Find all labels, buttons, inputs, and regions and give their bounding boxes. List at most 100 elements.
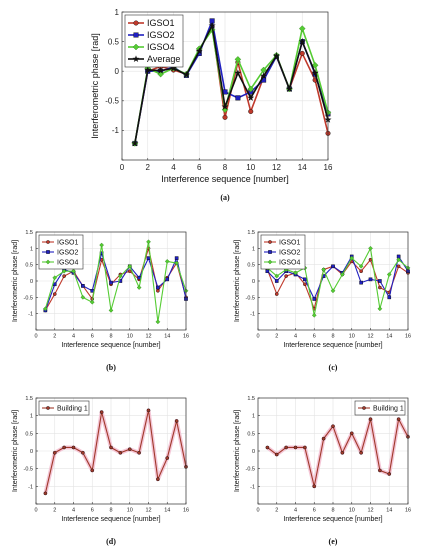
chart-4-xtick-label-0: 0 [34, 508, 37, 514]
chart-3-ytick-label-2: -0.5 [246, 295, 255, 301]
chart-4: 0 2 4 6 8 10 12 14 16 -1 -0.5 0 0.5 1 1.5 Interference … [12, 396, 189, 546]
chart-3-series-2-line [266, 255, 409, 300]
chart-5-series-1-point-1 [265, 445, 270, 450]
chart-3-xtick-label-2: 4 [294, 334, 297, 340]
chart-5-series-1-point-9 [340, 450, 345, 455]
chart-3-xlabel: Interference sequence [number] [283, 342, 382, 349]
chart-3-xtick-label-7: 14 [386, 334, 392, 340]
chart-3-ytick-label-6: 1.5 [247, 230, 255, 236]
chart-2-legend-label-2: IGSO2 [57, 249, 79, 256]
chart-2-panel-label: (b) [106, 363, 116, 372]
chart-2-series-2-point-11 [137, 275, 141, 280]
chart-2-legend-marker-2 [46, 250, 50, 254]
chart-3-series-3-point-9 [340, 272, 345, 277]
chart-5-series-1-point-13 [378, 468, 382, 473]
chart-5-series-1-point-10 [349, 431, 354, 436]
chart-1-series-1-point-8 [222, 114, 228, 120]
chart-4-legend-marker-1 [46, 406, 50, 410]
chart-4-ytick-label-6: 1.5 [25, 396, 33, 402]
chart-3-series-2-point-6 [312, 297, 317, 301]
chart-3-legend-label-2: IGSO2 [279, 249, 301, 256]
chart-2-xtick-label-7: 14 [164, 334, 170, 340]
chart-2-xtick-label-3: 6 [91, 334, 94, 340]
chart-4-xtick-label-5: 10 [127, 508, 133, 514]
chart-1-ytick-label-1: -1 [112, 126, 120, 135]
chart-1-series-4-point-14 [298, 37, 306, 45]
chart-5-series-1-point-8 [331, 424, 335, 429]
chart-2-series-3-point-6 [89, 299, 95, 305]
chart-1-series-4-point-12 [273, 52, 280, 59]
chart-4-series-1-point-3 [62, 445, 66, 450]
chart-1-ytick-label-3: 0 [115, 67, 120, 76]
chart-2-series-1-point-13 [156, 288, 160, 293]
chart-3-series-3-point-4 [293, 270, 298, 276]
chart-2-series-3-point-5 [80, 294, 86, 300]
chart-1-series-3-point-9 [234, 56, 242, 63]
chart-3-series-3-point-15 [396, 257, 401, 263]
chart-4-series-1-point-8 [109, 445, 113, 450]
chart-1-series-3-point-14 [298, 25, 306, 32]
chart-1-ytick-label-4: 0.5 [108, 37, 120, 46]
chart-4-panel-label: (d) [106, 537, 116, 546]
chart-1-xtick-label-5: 10 [246, 163, 255, 172]
chart-4-xtick-label-1: 2 [53, 508, 56, 514]
chart-3-legend-label-1: IGSO1 [279, 239, 301, 246]
chart-3: 0 2 4 6 8 10 12 14 16 -1 -0.5 0 0.5 1 1.5 Interference … [234, 230, 411, 372]
chart-4-legend-box [38, 400, 90, 416]
chart-4-series-1-point-2 [52, 450, 57, 455]
chart-4-ylabel: Interferometric phase [rad] [12, 410, 19, 492]
chart-3-series-3-point-12 [368, 245, 373, 251]
chart-1-series-4-point-11 [260, 72, 268, 79]
chart-3-xtick-label-5: 10 [349, 334, 355, 340]
chart-5-series-1-point-12 [368, 417, 373, 422]
chart-4-ytick-label-1: -1 [28, 484, 33, 490]
chart-5-series-1-point-14 [387, 472, 392, 476]
chart-1: 0 2 4 6 8 10 12 14 16 -1 -0.5 0 0.5 1 Interference seq… [90, 8, 333, 202]
chart-2-series-3-point-10 [127, 263, 133, 269]
chart-1-legend-marker-3 [132, 43, 140, 51]
chart-3-series-3-line [267, 247, 409, 316]
chart-4-xtick-label-4: 8 [109, 508, 112, 514]
chart-5-series-1 [265, 417, 410, 489]
chart-5-xtick-label-7: 14 [386, 508, 392, 514]
chart-3-series-1-point-3 [284, 274, 288, 278]
chart-2-series-2-point-15 [174, 256, 179, 260]
chart-4-ytick-label-5: 1 [30, 414, 33, 420]
chart-2-legend-marker-3 [45, 259, 51, 265]
chart-1-series-4-point-4 [170, 64, 177, 72]
chart-3-ytick-label-1: -1 [250, 312, 255, 318]
chart-1-legend-label-1: IGSO1 [147, 18, 175, 28]
chart-1-series-3-point-15 [311, 62, 319, 69]
chart-1-xtick-label-1: 2 [146, 163, 151, 172]
chart-3-series-3-point-7 [321, 267, 326, 272]
chart-3-series-3-point-6 [311, 312, 317, 318]
chart-3-legend-marker-2 [268, 250, 272, 254]
chart-2-series-3-point-7 [99, 242, 104, 248]
chart-5-xtick-label-3: 6 [313, 508, 316, 514]
chart-4-xlabel: Interference sequence [number] [61, 516, 160, 523]
chart-3-xtick-label-1: 2 [275, 334, 278, 340]
chart-2-series-3-point-1 [43, 306, 48, 312]
chart-5-xtick-label-6: 12 [367, 508, 373, 514]
chart-1-xlabel: Interference sequence [number] [161, 174, 289, 184]
chart-1-series-4-point-9 [234, 69, 242, 76]
chart-2-legend-marker-1 [46, 240, 50, 244]
chart-2-ytick-label-4: 0.5 [25, 263, 33, 269]
chart-5-series-1-point-15 [396, 417, 401, 422]
chart-4-series-1-point-11 [137, 450, 141, 455]
chart-5-legend-marker-1 [362, 406, 366, 410]
chart-5-legend-label-1: Building 1 [373, 405, 404, 412]
chart-1-xtick-label-2: 4 [171, 163, 176, 172]
chart-3-series-1-point-2 [274, 292, 279, 296]
chart-2-xlabel: Interference sequence [number] [61, 342, 160, 349]
chart-5-xtick-label-2: 4 [294, 508, 297, 514]
chart-5-ytick-label-4: 0.5 [247, 431, 255, 437]
chart-2-series-1-line [44, 247, 187, 311]
chart-2-series-3-point-3 [61, 268, 67, 274]
chart-5-ytick-label-2: -0.5 [246, 467, 255, 473]
chart-2-legend-label-3: IGSO4 [57, 259, 79, 266]
chart-2-xtick-label-4: 8 [109, 334, 112, 340]
chart-2-series-2-point-8 [109, 280, 113, 285]
chart-3-series-2-point-13 [378, 279, 382, 283]
